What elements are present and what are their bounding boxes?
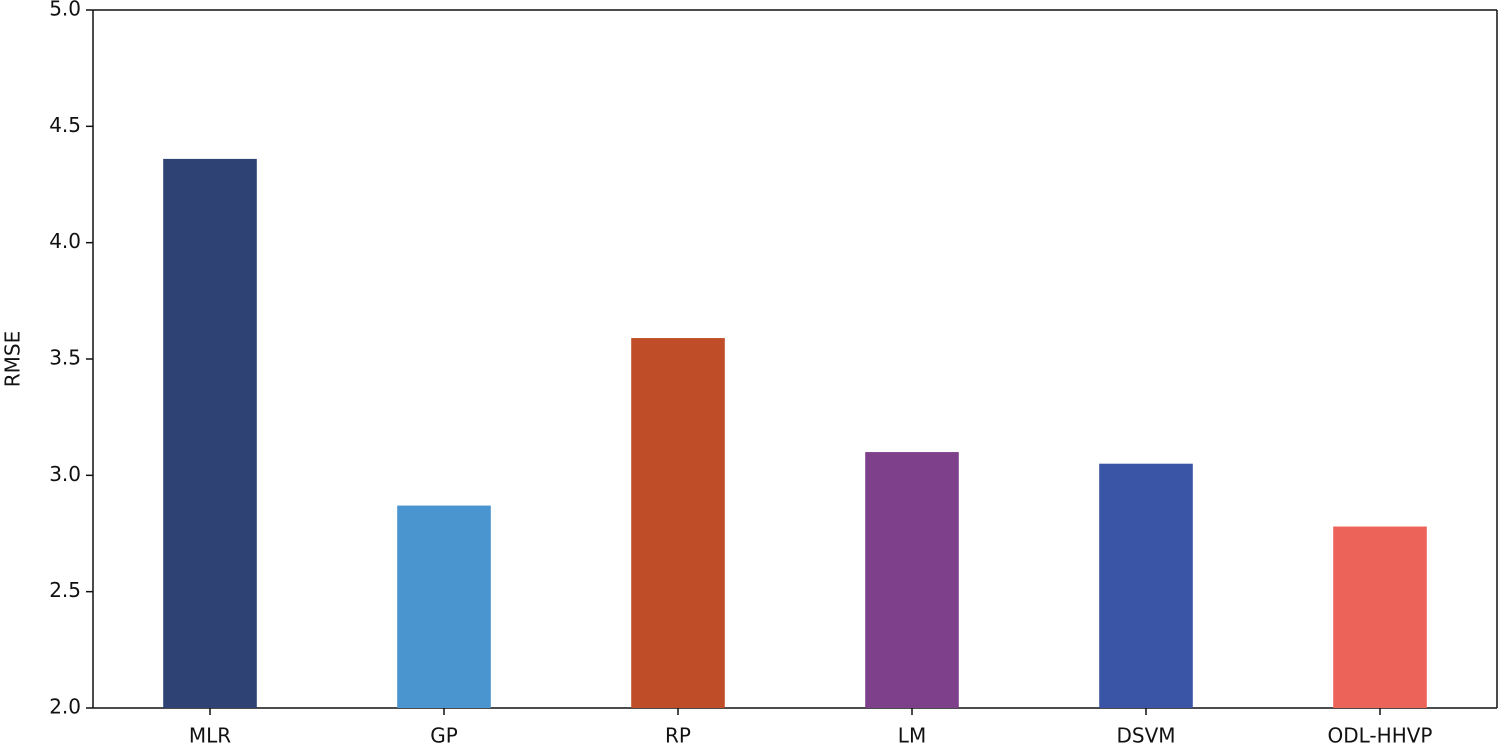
y-tick-label: 5.0 [49, 0, 81, 21]
bar [163, 158, 257, 708]
x-tick-label: LM [898, 724, 926, 748]
bar [1333, 526, 1427, 708]
x-tick-label: GP [430, 724, 458, 748]
bar [1099, 463, 1193, 708]
x-tick-label: DSVM [1116, 724, 1175, 748]
y-tick-label: 2.5 [49, 578, 81, 602]
y-tick-label: 2.0 [49, 695, 81, 719]
x-tick-label: RP [665, 724, 691, 748]
y-tick-label: 4.5 [49, 113, 81, 137]
bar [397, 505, 491, 708]
bar [865, 452, 959, 708]
bar [631, 338, 725, 708]
x-tick-label: ODL-HHVP [1328, 724, 1433, 748]
y-tick-label: 3.0 [49, 462, 81, 486]
y-axis-label: RMSE [1, 331, 25, 387]
x-tick-label: MLR [189, 724, 231, 748]
y-tick-label: 3.5 [49, 346, 81, 370]
y-tick-label: 4.0 [49, 229, 81, 253]
